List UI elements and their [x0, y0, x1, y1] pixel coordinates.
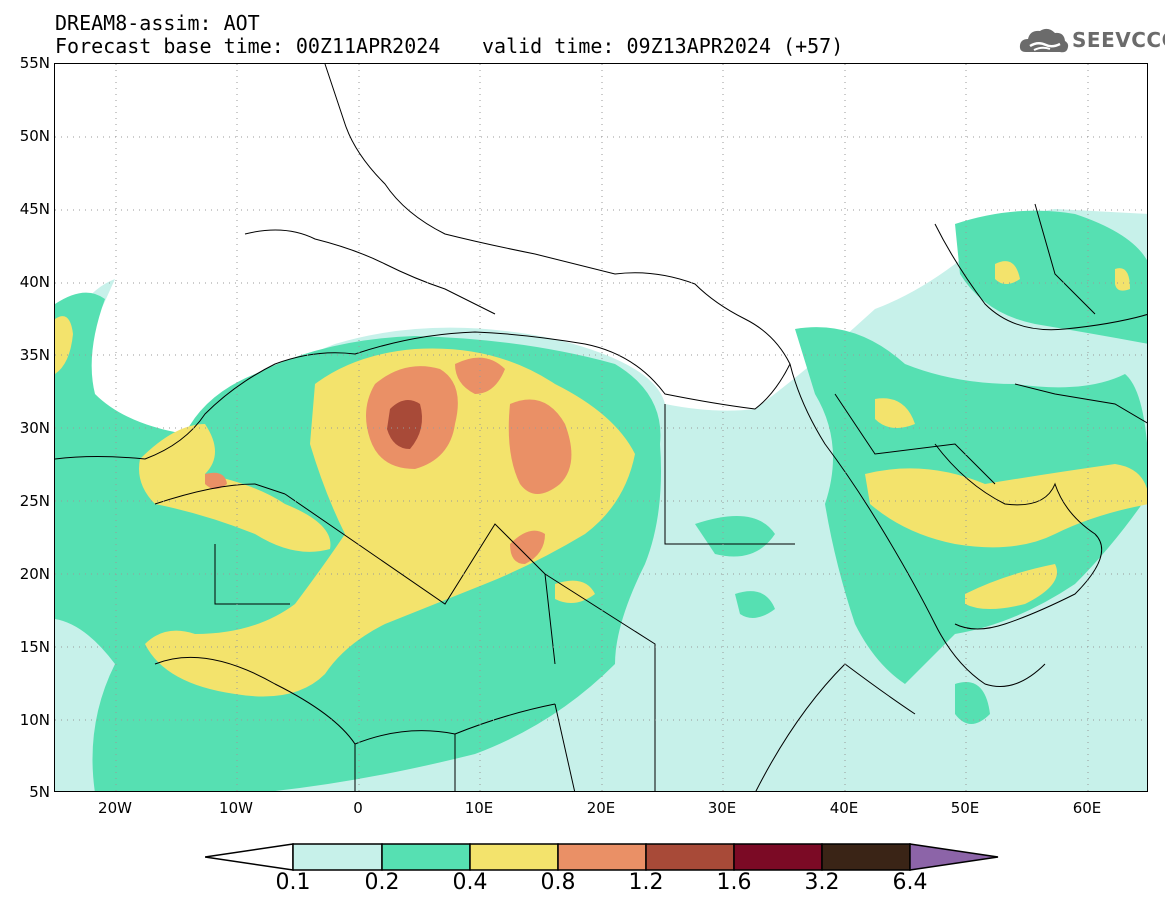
colorbar-label: 0.8 — [540, 870, 576, 895]
lon-label: 0 — [353, 799, 363, 817]
colorbar-label: 0.1 — [275, 870, 311, 895]
product-title: DREAM8-assim: AOT — [55, 11, 260, 35]
colorbar-swatch — [733, 843, 823, 871]
colorbar-under-arrow — [205, 843, 294, 871]
lat-label: 15N — [19, 638, 50, 656]
lon-label: 40E — [829, 799, 859, 817]
lat-label: 30N — [19, 419, 50, 437]
lat-label: 25N — [19, 492, 50, 510]
colorbar — [205, 843, 999, 871]
colorbar-label: 0.2 — [364, 870, 400, 895]
lon-label: 50E — [950, 799, 980, 817]
cloud-icon — [1019, 28, 1069, 53]
colorbar-label: 1.2 — [628, 870, 664, 895]
valid-time: valid time: 09Z13APR2024 (+57) — [482, 34, 844, 58]
colorbar-swatch — [469, 843, 559, 871]
colorbar-swatch — [821, 843, 911, 871]
lat-label: 10N — [19, 711, 50, 729]
lon-label: 60E — [1072, 799, 1102, 817]
colorbar-swatch — [557, 843, 647, 871]
lat-label: 20N — [19, 565, 50, 583]
lat-label: 40N — [19, 273, 50, 291]
lon-label: 30E — [707, 799, 737, 817]
colorbar-label: 6.4 — [892, 870, 928, 895]
colorbar-label: 3.2 — [804, 870, 840, 895]
lon-label: 20E — [586, 799, 616, 817]
graticule — [55, 64, 1147, 791]
lat-label: 55N — [19, 54, 50, 72]
lat-label: 5N — [29, 783, 50, 801]
lat-label: 45N — [19, 200, 50, 218]
aot-map — [54, 63, 1148, 792]
lon-label: 20W — [98, 799, 132, 817]
colorbar-label: 1.6 — [716, 870, 752, 895]
colorbar-swatch — [381, 843, 471, 871]
seevccc-logo: SEEVCCC — [1018, 24, 1165, 58]
colorbar-swatch — [292, 843, 383, 871]
colorbar-swatch — [645, 843, 735, 871]
coastlines — [55, 64, 1147, 791]
lat-label: 50N — [19, 127, 50, 145]
lon-label: 10E — [464, 799, 494, 817]
aot-shade-1.2-1.6 — [387, 400, 423, 449]
forecast-base-time: Forecast base time: 00Z11APR2024 — [55, 34, 441, 58]
colorbar-label: 0.4 — [452, 870, 488, 895]
lon-label: 10W — [219, 799, 253, 817]
aot-map-canvas — [55, 64, 1147, 791]
colorbar-over-arrow — [909, 843, 999, 871]
logo-text: SEEVCCC — [1072, 28, 1165, 52]
lat-label: 35N — [19, 346, 50, 364]
